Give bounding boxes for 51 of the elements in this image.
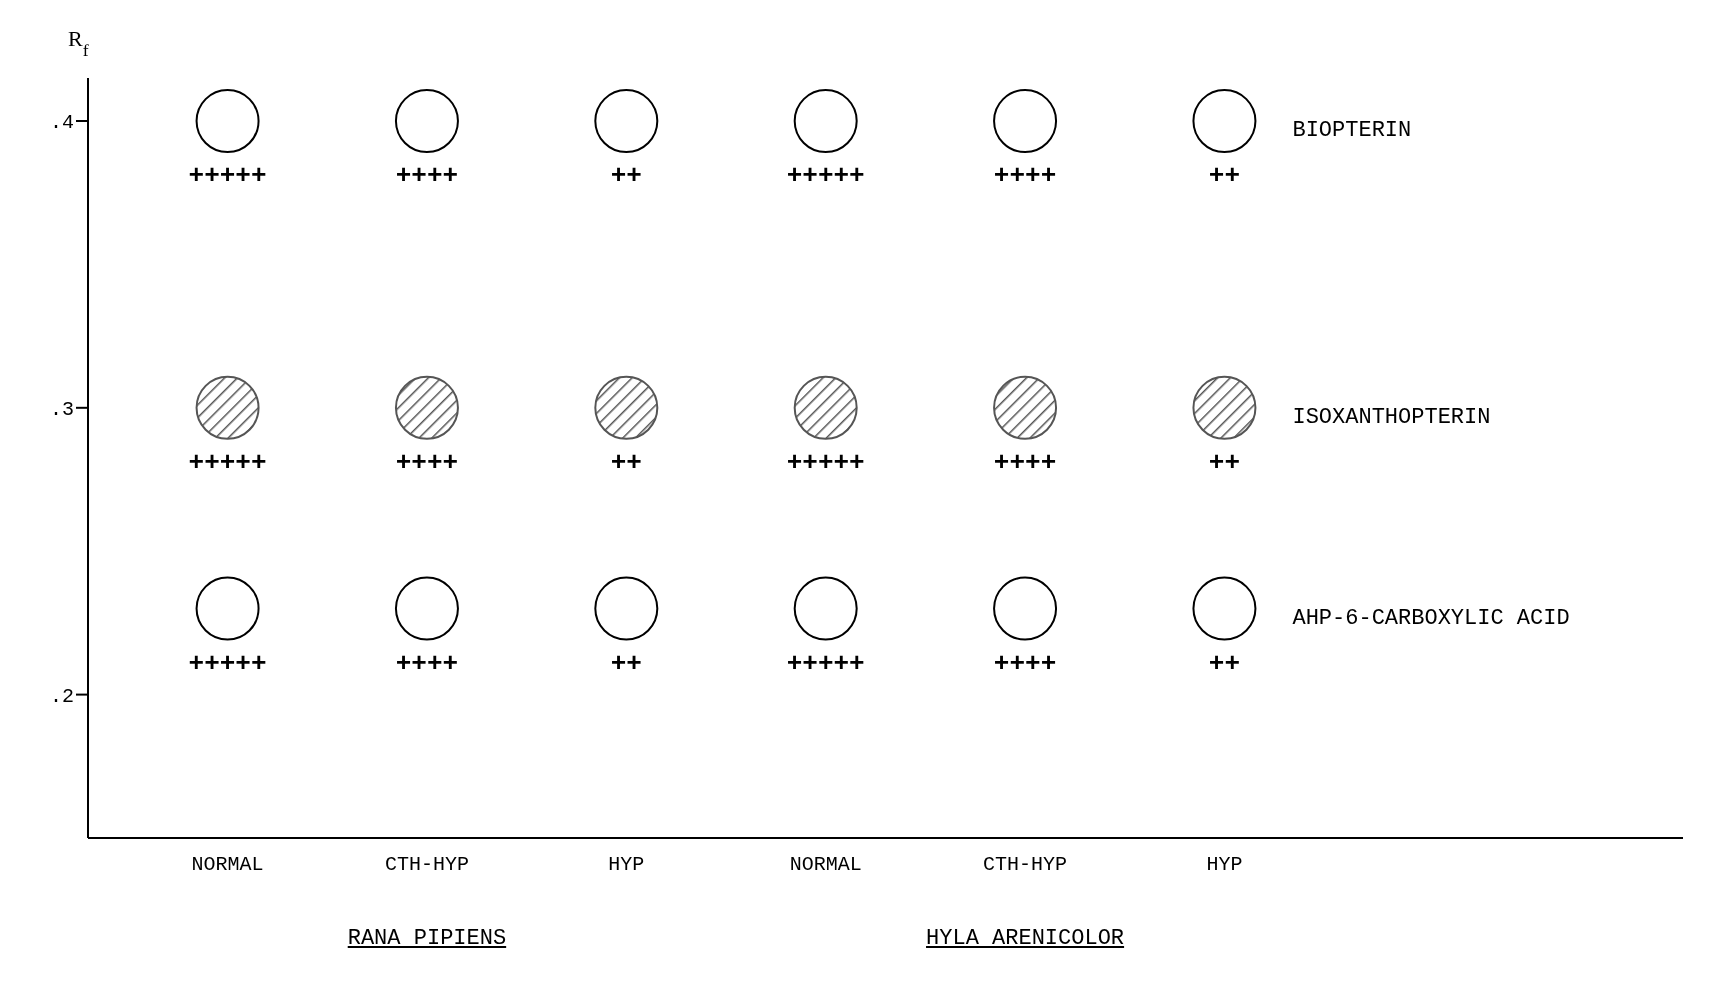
data-label: ++++ [395, 648, 459, 679]
data-label: +++++ [786, 447, 865, 478]
point [195, 375, 260, 440]
point [793, 576, 858, 641]
point [993, 89, 1058, 154]
x-tick-label: NORMAL [191, 853, 264, 877]
series-label: ISOXANTHOPTERIN [1292, 404, 1491, 430]
point [1192, 89, 1257, 154]
x-tick-label: HYP [1206, 853, 1243, 877]
y-tick-label: .3 [49, 397, 74, 421]
series-label: BIOPTERIN [1292, 118, 1412, 144]
point [594, 89, 659, 154]
point [993, 375, 1058, 440]
text: HYLA ARENICOLOR [925, 926, 1126, 951]
point [394, 576, 459, 641]
data-label: ++++ [395, 161, 459, 192]
data-label: +++++ [188, 648, 267, 679]
point [594, 576, 659, 641]
point [394, 89, 459, 154]
data-label: +++++ [786, 161, 865, 192]
data-label: +++++ [188, 161, 267, 192]
data-label: ++ [610, 447, 642, 478]
series-label: AHP-6-CARBOXYLIC ACID [1292, 605, 1570, 631]
data-label: ++++ [395, 447, 459, 478]
data-label: ++++ [993, 447, 1057, 478]
data-label: ++++ [993, 161, 1057, 192]
data-label: ++ [610, 648, 642, 679]
x-tick-label: CTH-HYP [384, 853, 469, 877]
point [594, 375, 659, 440]
x-tick-label: CTH-HYP [983, 853, 1068, 877]
point [394, 375, 459, 440]
point [195, 89, 260, 154]
data-label: ++ [610, 161, 642, 192]
y-axis-title: R$_{f}$ [68, 26, 89, 60]
point [793, 375, 858, 440]
x-tick-label: NORMAL [789, 853, 862, 877]
x-tick-label: HYP [608, 853, 645, 877]
point [793, 89, 858, 154]
point [1192, 576, 1257, 641]
y-tick-label: .2 [49, 684, 74, 708]
point [195, 576, 260, 641]
data-label: +++++ [786, 648, 865, 679]
y-tick-label: .4 [49, 111, 74, 135]
data-label: ++++ [993, 648, 1057, 679]
point [1192, 375, 1257, 440]
text: RANA PIPIENS [346, 926, 508, 951]
data-label: +++++ [188, 447, 267, 478]
data-label: ++ [1208, 447, 1241, 478]
data-label: ++ [1208, 161, 1241, 192]
data-label: ++ [1208, 648, 1241, 679]
point [993, 576, 1058, 641]
